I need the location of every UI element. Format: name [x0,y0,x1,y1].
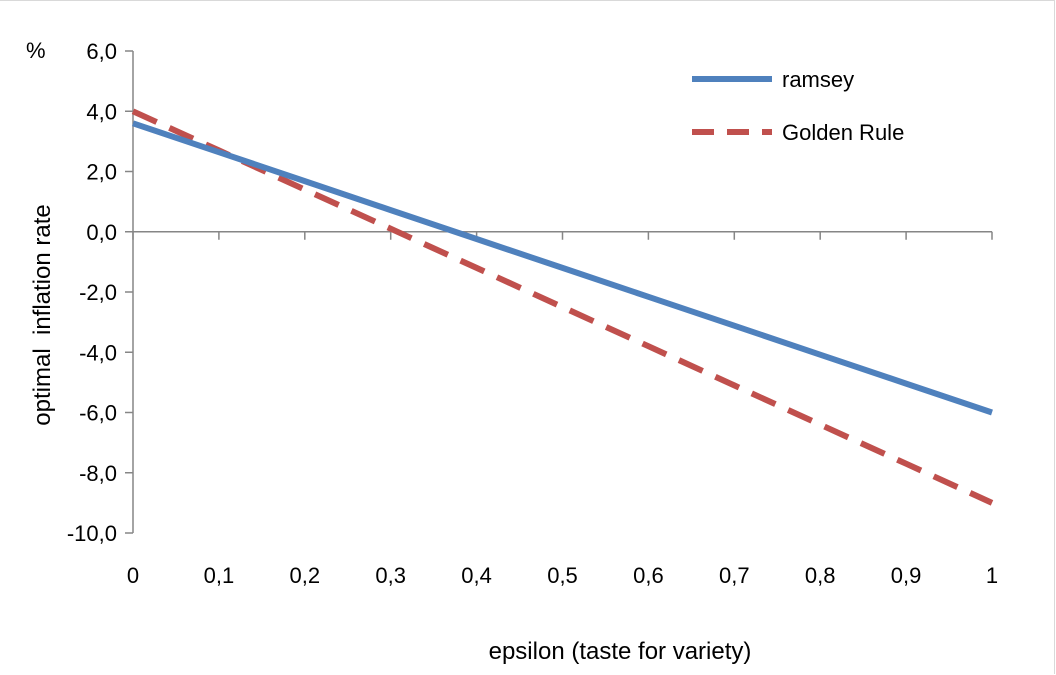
x-axis-label: epsilon (taste for variety) [489,638,752,665]
x-tick-label: 0,4 [461,563,492,588]
y-tick-label: 0,0 [86,220,117,245]
y-tick-label: -4,0 [79,340,117,365]
x-tick-label: 0,8 [805,563,836,588]
y-tick-label: 6,0 [86,39,117,64]
y-axis-label: optimal inflation rate [29,204,56,425]
x-tick-label: 1 [986,563,998,588]
y-unit-label: % [26,38,46,63]
x-tick-label: 0,2 [290,563,321,588]
series-line-golden-rule [131,108,994,506]
series-lines [131,108,994,506]
x-tick-label: 0,6 [633,563,664,588]
x-tick-label: 0,9 [891,563,922,588]
y-tick-label: -6,0 [79,401,117,426]
legend: ramsey Golden Rule [692,67,904,145]
y-tick-label: -8,0 [79,461,117,486]
x-tick-label: 0,7 [719,563,750,588]
axes [125,50,993,534]
y-tick-label: -2,0 [79,280,117,305]
x-tick-label: 0,3 [375,563,406,588]
y-tick-label: 2,0 [86,160,117,185]
x-tick-label: 0 [127,563,139,588]
legend-label-golden-rule: Golden Rule [782,120,904,145]
tick-labels: 6,0 4,0 2,0 0,0 -2,0 -4,0 -6,0 -8,0 -10,0 0 0,1 0,2… [67,39,998,588]
y-tick-label: -10,0 [67,521,117,546]
x-tick-label: 0,1 [204,563,235,588]
y-tick-label: 4,0 [86,99,117,124]
series-line-ramsey [132,120,993,416]
x-tick-label: 0,5 [547,563,578,588]
legend-label-ramsey: ramsey [782,67,854,92]
